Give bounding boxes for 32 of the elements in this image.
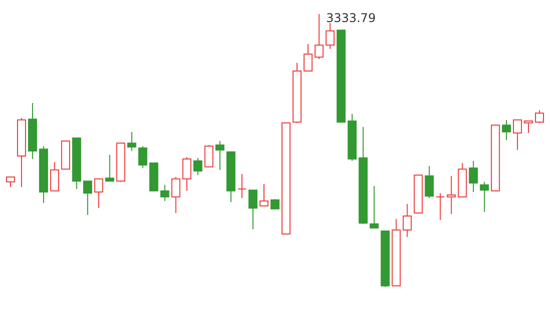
candlestick	[468, 160, 478, 192]
candlestick	[370, 185, 379, 229]
candlestick	[193, 157, 202, 176]
candlestick	[524, 120, 533, 134]
candlestick	[182, 156, 192, 192]
candlestick	[105, 154, 114, 182]
candlestick	[138, 146, 148, 168]
candlestick	[534, 110, 544, 124]
candlestick	[83, 180, 92, 216]
candlestick	[326, 22, 335, 50]
candlestick	[127, 131, 136, 152]
annotation: 3333.79	[326, 11, 376, 25]
candlestick	[259, 184, 268, 206]
candlestick	[6, 176, 16, 188]
candlestick	[304, 44, 313, 72]
candlestick	[215, 140, 224, 170]
candlestick	[424, 166, 434, 198]
candlestick	[50, 161, 60, 192]
candlestick	[270, 198, 280, 210]
candlestick	[171, 176, 180, 214]
candlestick	[512, 119, 522, 150]
candlestick	[204, 144, 214, 168]
candlestick	[446, 175, 456, 215]
candlestick	[502, 119, 511, 141]
candlestick	[402, 204, 412, 238]
candlestick	[94, 178, 104, 209]
candlestick	[160, 184, 170, 202]
candlestick	[480, 181, 489, 212]
candlestick	[237, 173, 246, 198]
candlestick	[436, 192, 445, 221]
candlestick	[248, 190, 258, 230]
candlestick	[314, 14, 324, 60]
